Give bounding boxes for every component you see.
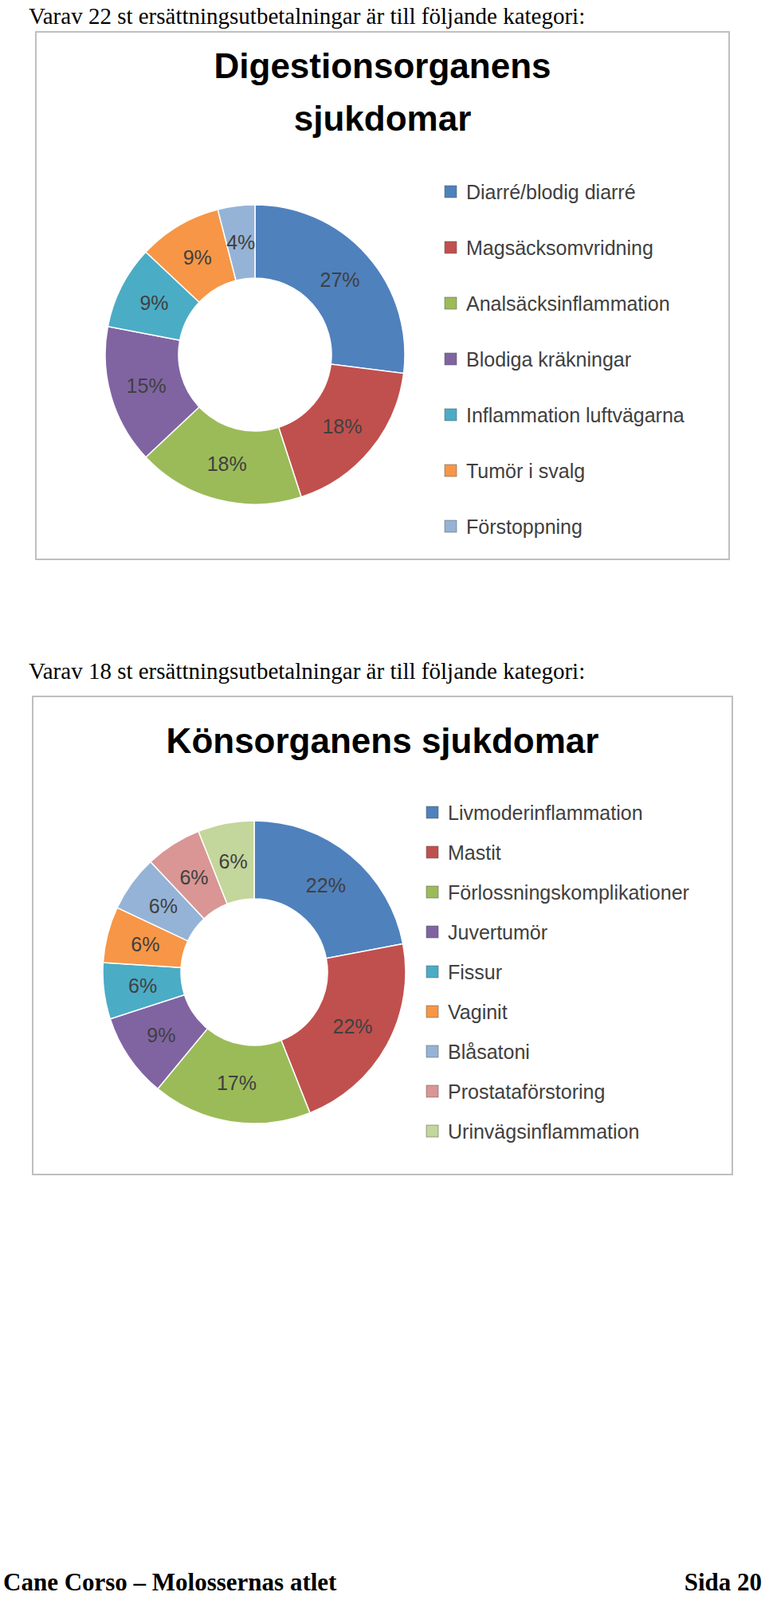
legend-swatch bbox=[426, 925, 439, 938]
chart: Digestionsorganenssjukdomar 27% 18% 18% 15% 9… bbox=[35, 31, 730, 560]
data-label: 6% bbox=[130, 933, 160, 956]
chart-title: Könsorganens sjukdomar bbox=[166, 721, 600, 761]
data-label: 15% bbox=[126, 374, 167, 397]
legend-label: Prostataförstoring bbox=[447, 1080, 605, 1103]
page: Varav 22 st ersättningsutbetalningar är … bbox=[0, 0, 765, 1600]
slice bbox=[217, 204, 255, 281]
slice bbox=[198, 820, 255, 904]
legend-label: Mastit bbox=[447, 841, 502, 864]
legend-label: Fissur bbox=[447, 961, 503, 984]
data-label: 6% bbox=[219, 850, 248, 873]
legend-label: Förlossningskomplikationer bbox=[447, 881, 690, 904]
data-label: 18% bbox=[321, 415, 362, 438]
legend-label: Magsäcksomvridning bbox=[466, 236, 654, 259]
legend-label: Vaginit bbox=[447, 1000, 508, 1024]
legend-swatch bbox=[426, 806, 439, 819]
data-label: 6% bbox=[179, 866, 208, 889]
chart-frame bbox=[32, 696, 733, 1175]
data-label: 18% bbox=[207, 452, 248, 475]
legend-label: Analsäcksinflammation bbox=[466, 292, 671, 315]
legend-label: Urinvägsinflammation bbox=[447, 1120, 640, 1143]
data-label: 6% bbox=[128, 974, 157, 997]
legend-swatch bbox=[444, 353, 457, 365]
legend-label: Förstoppning bbox=[466, 515, 583, 538]
chart: Könsorganens sjukdomar22%22%17%9%6%6%6%6… bbox=[32, 696, 733, 1175]
legend-swatch bbox=[444, 185, 457, 198]
donut bbox=[102, 820, 406, 1124]
data-label: 9% bbox=[139, 291, 169, 314]
legend-label: Blåsatoni bbox=[447, 1040, 530, 1064]
data-label: 27% bbox=[319, 268, 360, 291]
legend: Diarré/blodig diarré Magsäcksomvridning An… bbox=[444, 180, 685, 538]
data-label: 9% bbox=[183, 246, 212, 269]
data-label: 6% bbox=[149, 894, 178, 918]
legend-label: Blodiga kräkningar bbox=[466, 348, 632, 371]
slice bbox=[278, 364, 405, 498]
slice bbox=[254, 820, 404, 959]
legend-label: Juvertumör bbox=[447, 921, 548, 944]
slice bbox=[255, 204, 405, 374]
slice bbox=[105, 326, 200, 458]
data-label: 17% bbox=[216, 1071, 257, 1095]
legend-swatch bbox=[426, 1085, 439, 1098]
legend-label: Livmoderinflammation bbox=[447, 801, 644, 824]
data-label: 9% bbox=[146, 1023, 176, 1047]
legend-label: Inflammation luftvägarna bbox=[466, 404, 685, 427]
footer-left: Cane Corso – Molossernas atlet bbox=[3, 1568, 338, 1597]
donut bbox=[105, 204, 405, 505]
legend-label: Tumör i svalg bbox=[466, 459, 585, 483]
legend-swatch bbox=[426, 965, 439, 978]
chart-frame bbox=[35, 31, 730, 560]
data-label: 4% bbox=[226, 231, 255, 254]
chart-title: Digestionsorganenssjukdomar bbox=[214, 46, 552, 138]
data-label: 22% bbox=[333, 1015, 373, 1038]
footer-right: Sida 20 bbox=[684, 1568, 762, 1597]
data-label: 22% bbox=[306, 874, 346, 897]
legend-label: Diarré/blodig diarré bbox=[466, 180, 636, 204]
legend-swatch bbox=[444, 408, 457, 421]
legend-swatch bbox=[426, 1045, 439, 1058]
legend-swatch bbox=[444, 297, 457, 310]
legend-swatch bbox=[426, 1125, 439, 1138]
legend-swatch bbox=[426, 1005, 439, 1018]
legend: Livmoderinflammation Mastit Förlossningsko… bbox=[426, 801, 690, 1143]
caption: Varav 18 st ersättningsutbetalningar är … bbox=[28, 658, 585, 684]
caption: Varav 22 st ersättningsutbetalningar är … bbox=[28, 3, 585, 29]
legend-swatch bbox=[426, 846, 439, 859]
legend-swatch bbox=[444, 241, 457, 254]
legend-swatch bbox=[444, 520, 457, 533]
legend-swatch bbox=[444, 464, 457, 477]
slice bbox=[102, 962, 185, 1020]
legend-swatch bbox=[426, 886, 439, 899]
